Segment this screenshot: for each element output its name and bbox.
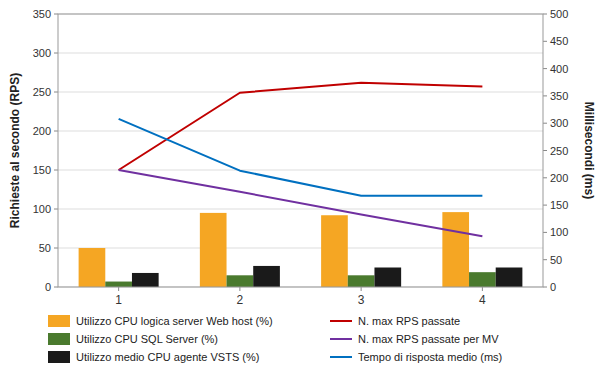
- y2-tick: [543, 205, 547, 206]
- bar: [132, 273, 159, 287]
- bar: [496, 268, 523, 288]
- legend-label: Utilizzo CPU logica server Web host (%): [76, 315, 273, 327]
- legend-label: N. max RPS passate: [358, 315, 460, 327]
- bar: [227, 275, 254, 287]
- grid-line: [58, 131, 543, 132]
- y2-tick-label: 100: [550, 226, 568, 238]
- y-tick: [54, 248, 58, 249]
- bar: [253, 266, 280, 287]
- y2-tick: [543, 95, 547, 96]
- legend-label: Utilizzo CPU SQL Server (%): [76, 333, 218, 345]
- bar: [79, 248, 106, 287]
- grid: [58, 14, 543, 287]
- legend-swatch: [48, 333, 70, 345]
- y2-tick: [543, 68, 547, 69]
- y-tick-label: 150: [33, 164, 51, 176]
- grid-line: [58, 92, 543, 93]
- grid-line: [58, 53, 543, 54]
- y-tick: [54, 92, 58, 93]
- y-tick-label: 200: [33, 125, 51, 137]
- line: [119, 119, 483, 196]
- y-tick: [54, 131, 58, 132]
- y2-tick: [543, 287, 547, 288]
- y2-tick: [543, 150, 547, 151]
- y2-axis-label: Millisecondi (ms): [582, 102, 596, 199]
- grid-line: [58, 209, 543, 210]
- y2-tick-label: 500: [550, 8, 568, 20]
- y2-tick: [543, 232, 547, 233]
- legend-swatch: [48, 351, 70, 363]
- x-tick-label: 2: [237, 293, 244, 307]
- y2-tick-label: 450: [550, 35, 568, 47]
- grid-line: [58, 170, 543, 171]
- y2-tick: [543, 14, 547, 15]
- x-tick-label: 4: [479, 293, 486, 307]
- y2-tick-label: 250: [550, 145, 568, 157]
- y2-tick-label: 200: [550, 172, 568, 184]
- y-tick-label: 300: [33, 47, 51, 59]
- legend-label: N. max RPS passate per MV: [358, 333, 499, 345]
- y2-tick-label: 350: [550, 90, 568, 102]
- bar: [200, 213, 227, 287]
- chart: 0501001502002503003500501001502002503003…: [0, 0, 601, 387]
- legend-swatch: [330, 320, 352, 322]
- legend: Utilizzo CPU logica server Web host (%) U…: [48, 315, 502, 363]
- legend-swatch: [330, 356, 352, 358]
- legend-swatch: [48, 315, 70, 327]
- legend-label: Utilizzo medio CPU agente VSTS (%): [76, 351, 259, 363]
- y-tick-label: 250: [33, 86, 51, 98]
- bar: [469, 272, 496, 287]
- x-tick: [361, 287, 362, 291]
- line: [119, 170, 483, 236]
- bar: [374, 268, 401, 288]
- bar: [348, 275, 375, 287]
- y2-tick: [543, 123, 547, 124]
- bar-series: [105, 272, 495, 287]
- x-tick: [239, 287, 240, 291]
- bar: [321, 215, 348, 287]
- y2-tick-label: 150: [550, 199, 568, 211]
- y-tick: [54, 170, 58, 171]
- y2-tick: [543, 41, 547, 42]
- y-tick-label: 50: [39, 242, 51, 254]
- legend-swatch: [330, 338, 352, 340]
- y-axis-label: Richieste al secondo (RPS): [8, 73, 22, 228]
- bar: [442, 212, 469, 287]
- grid-line: [58, 248, 543, 249]
- y-tick-label: 0: [45, 281, 51, 293]
- y-tick: [54, 287, 58, 288]
- bar-series: [132, 266, 522, 287]
- y-tick: [54, 14, 58, 15]
- y-tick-label: 350: [33, 8, 51, 20]
- bar: [105, 282, 132, 287]
- plot-frame: [58, 14, 543, 287]
- x-tick-label: 1: [115, 293, 122, 307]
- y2-tick-label: 400: [550, 63, 568, 75]
- y-tick: [54, 53, 58, 54]
- y2-tick-label: 50: [550, 254, 562, 266]
- x-tick: [118, 287, 119, 291]
- y-tick: [54, 209, 58, 210]
- legend-label: Tempo di risposta medio (ms): [358, 351, 502, 363]
- y2-tick-label: 0: [550, 281, 556, 293]
- y2-tick-label: 300: [550, 117, 568, 129]
- plot-area: [79, 83, 523, 287]
- y2-tick: [543, 177, 547, 178]
- y2-tick: [543, 259, 547, 260]
- x-tick-label: 3: [358, 293, 365, 307]
- x-tick: [482, 287, 483, 291]
- y-tick-label: 100: [33, 203, 51, 215]
- line: [119, 83, 483, 170]
